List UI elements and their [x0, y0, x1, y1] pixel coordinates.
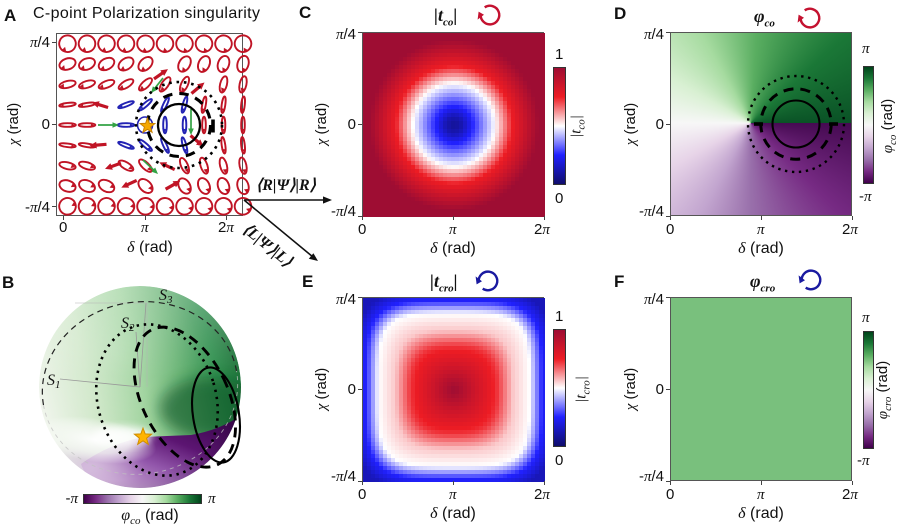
svg-text:S3: S3 — [159, 287, 173, 306]
